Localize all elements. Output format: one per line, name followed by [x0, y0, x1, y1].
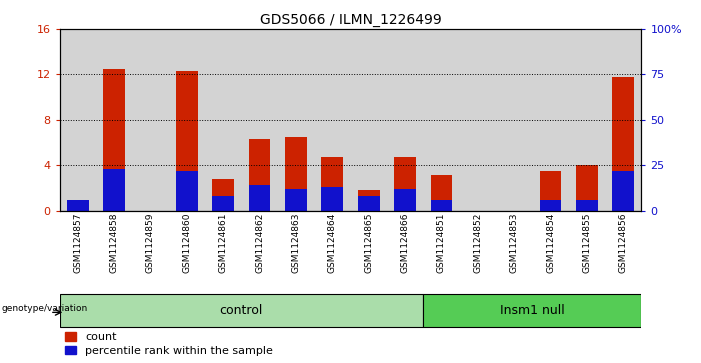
Bar: [249, 185, 271, 211]
Text: GSM1124861: GSM1124861: [219, 212, 228, 273]
Bar: [103, 169, 125, 211]
Bar: [460, 29, 496, 211]
Bar: [430, 175, 452, 211]
Bar: [67, 208, 88, 211]
Text: GSM1124859: GSM1124859: [146, 212, 155, 273]
Bar: [249, 139, 271, 211]
Bar: [285, 137, 307, 211]
Text: GSM1124865: GSM1124865: [365, 212, 373, 273]
Text: GSM1124852: GSM1124852: [473, 212, 482, 273]
Bar: [212, 179, 234, 211]
Text: GSM1124860: GSM1124860: [182, 212, 191, 273]
Text: GSM1124862: GSM1124862: [255, 212, 264, 273]
Text: GSM1124851: GSM1124851: [437, 212, 446, 273]
Bar: [605, 29, 641, 211]
FancyBboxPatch shape: [60, 294, 423, 327]
Bar: [60, 29, 96, 211]
Text: Insm1 null: Insm1 null: [500, 304, 565, 317]
Bar: [540, 200, 562, 211]
Bar: [350, 29, 387, 211]
Bar: [212, 196, 234, 211]
Text: GSM1124855: GSM1124855: [583, 212, 592, 273]
Bar: [103, 69, 125, 211]
Bar: [423, 29, 460, 211]
Text: GSM1124854: GSM1124854: [546, 212, 555, 273]
Bar: [613, 77, 634, 211]
Bar: [430, 200, 452, 211]
Bar: [321, 187, 343, 211]
Bar: [540, 171, 562, 211]
Bar: [241, 29, 278, 211]
Text: GSM1124858: GSM1124858: [109, 212, 118, 273]
Bar: [532, 29, 569, 211]
Bar: [205, 29, 241, 211]
Title: GDS5066 / ILMN_1226499: GDS5066 / ILMN_1226499: [259, 13, 442, 26]
Bar: [169, 29, 205, 211]
Text: GSM1124864: GSM1124864: [328, 212, 336, 273]
Bar: [132, 29, 169, 211]
Bar: [278, 29, 314, 211]
Bar: [96, 29, 132, 211]
FancyBboxPatch shape: [423, 294, 641, 327]
Text: GSM1124857: GSM1124857: [74, 212, 82, 273]
Bar: [358, 190, 380, 211]
Bar: [387, 29, 423, 211]
Text: GSM1124863: GSM1124863: [292, 212, 301, 273]
Bar: [176, 71, 198, 211]
Bar: [576, 200, 598, 211]
Text: genotype/variation: genotype/variation: [1, 304, 88, 313]
Text: GSM1124866: GSM1124866: [400, 212, 409, 273]
Bar: [67, 200, 88, 211]
Legend: count, percentile rank within the sample: count, percentile rank within the sample: [65, 332, 273, 356]
Bar: [176, 171, 198, 211]
Bar: [576, 165, 598, 211]
Bar: [358, 196, 380, 211]
Bar: [394, 157, 416, 211]
Bar: [613, 171, 634, 211]
Bar: [496, 29, 532, 211]
Bar: [285, 189, 307, 211]
Bar: [569, 29, 605, 211]
Bar: [314, 29, 350, 211]
Bar: [394, 189, 416, 211]
Bar: [321, 157, 343, 211]
Text: GSM1124856: GSM1124856: [619, 212, 627, 273]
Text: control: control: [219, 304, 263, 317]
Text: GSM1124853: GSM1124853: [510, 212, 519, 273]
